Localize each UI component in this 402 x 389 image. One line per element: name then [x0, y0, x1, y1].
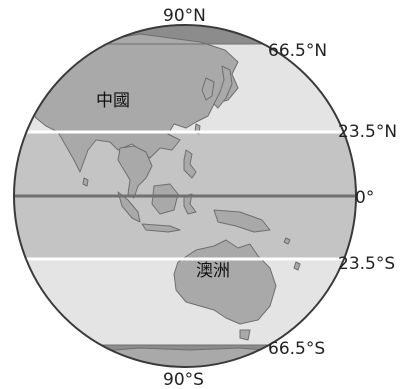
indochina-peninsula — [117, 145, 153, 199]
borneo-island — [151, 183, 179, 215]
pacific-islands — [283, 237, 301, 271]
china-label: 中國 — [96, 91, 130, 111]
antarctic-circle-label: 66.5°S — [268, 339, 325, 359]
japan-islands — [213, 65, 233, 109]
new-guinea-island — [213, 209, 271, 233]
globe-outline — [13, 24, 357, 368]
java-island — [141, 223, 181, 233]
sri-lanka-island — [82, 177, 89, 187]
tasmania-island — [239, 329, 251, 341]
tropic-of-capricorn-label: 23.5°S — [338, 254, 395, 274]
south-pole-label: 90°S — [163, 370, 204, 389]
arctic-circle-label: 66.5°N — [268, 41, 327, 61]
australia-landmass — [173, 239, 277, 325]
philippines-islands — [183, 149, 197, 179]
equator-label: 0° — [355, 188, 374, 208]
australia-label: 澳洲 — [196, 261, 230, 281]
korea-peninsula — [201, 77, 215, 101]
north-pole-label: 90°N — [163, 6, 206, 26]
sulawesi-island — [183, 193, 197, 215]
tropic-of-cancer-label: 23.5°N — [338, 122, 397, 142]
sumatra-island — [117, 191, 141, 223]
